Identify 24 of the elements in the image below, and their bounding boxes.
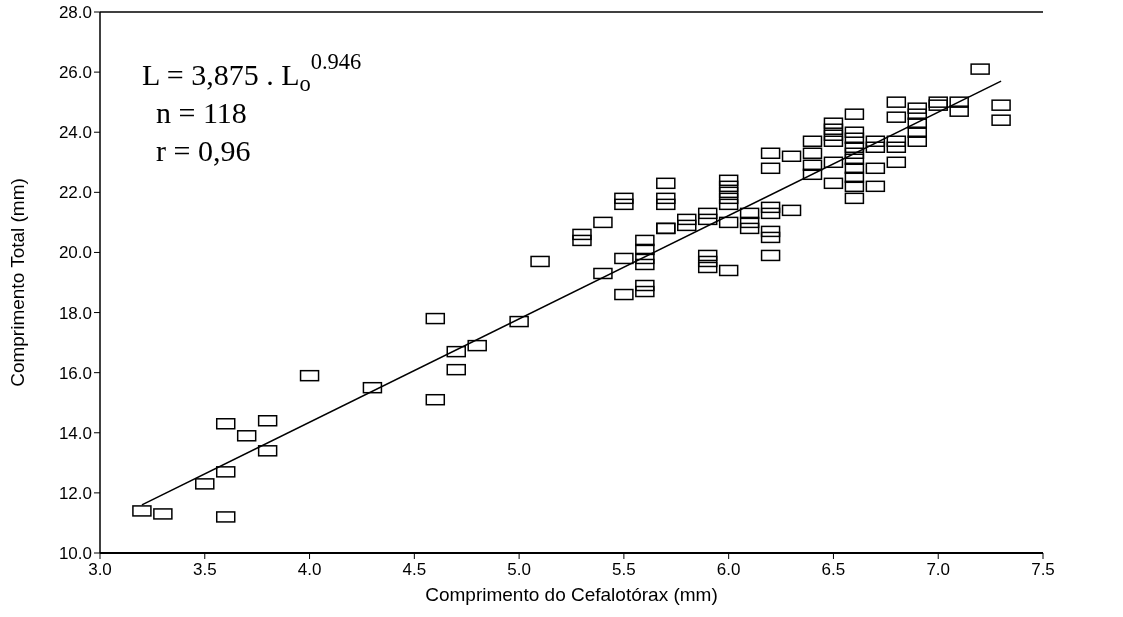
x-tick-label: 3.0 xyxy=(88,560,112,579)
y-tick-label: 20.0 xyxy=(58,243,92,263)
annotation: r = 0,96 xyxy=(156,134,251,167)
annotation: n = 118 xyxy=(156,96,247,129)
x-tick-label: 6.0 xyxy=(716,560,741,579)
y-tick-label: 12.0 xyxy=(58,483,92,503)
x-tick-label: 7.0 xyxy=(926,560,951,579)
y-tick-label: 10.0 xyxy=(58,544,92,563)
x-axis-title: Comprimento do Cefalotórax (mm) xyxy=(425,584,718,605)
y-tick-label: 24.0 xyxy=(58,123,92,143)
x-tick-label: 5.5 xyxy=(612,560,636,579)
x-tick-label: 6.5 xyxy=(821,560,846,579)
y-tick-label: 26.0 xyxy=(58,63,92,83)
y-tick-label: 28.0 xyxy=(58,3,92,22)
y-axis-title: Comprimento Total (mm) xyxy=(7,178,28,387)
y-tick-label: 16.0 xyxy=(58,363,92,383)
x-tick-label: 4.5 xyxy=(402,560,427,579)
y-tick-label: 18.0 xyxy=(58,303,92,323)
x-tick-label: 3.5 xyxy=(192,560,217,579)
y-tick-label: 22.0 xyxy=(58,183,92,203)
y-tick-label: 14.0 xyxy=(58,423,92,443)
x-tick-label: 7.5 xyxy=(1031,560,1055,579)
x-tick-label: 5.0 xyxy=(507,560,531,579)
x-tick-label: 4.0 xyxy=(297,560,322,579)
